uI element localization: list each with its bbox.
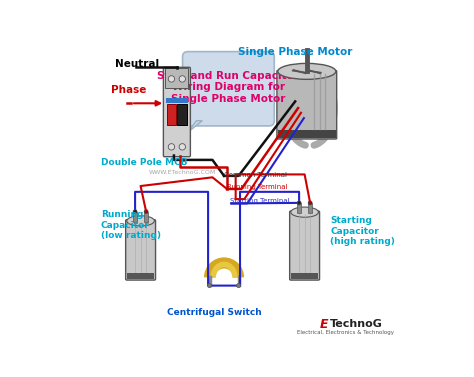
FancyBboxPatch shape (182, 52, 274, 126)
Text: E: E (320, 318, 328, 331)
Circle shape (308, 201, 312, 205)
Text: Starting Terminal: Starting Terminal (230, 198, 290, 204)
Text: Start and Run Capacitor
Wiring Diagram for
Single Phase Motor: Start and Run Capacitor Wiring Diagram f… (157, 71, 300, 104)
FancyBboxPatch shape (164, 67, 191, 157)
Bar (128, 273, 154, 279)
Circle shape (208, 284, 211, 288)
Circle shape (144, 210, 148, 214)
Text: Common Terminal: Common Terminal (224, 172, 287, 178)
Text: Running
Capacitor
(low rating): Running Capacitor (low rating) (100, 210, 161, 240)
Circle shape (237, 284, 241, 288)
Text: Double Pole MCB: Double Pole MCB (100, 158, 187, 167)
Bar (144, 211, 148, 222)
Circle shape (179, 76, 185, 82)
Circle shape (179, 144, 185, 150)
FancyBboxPatch shape (277, 70, 337, 139)
Text: Phase: Phase (111, 85, 146, 95)
Bar (133, 211, 137, 222)
Ellipse shape (127, 216, 155, 226)
Bar (308, 203, 312, 213)
Text: Starting
Capacitor
(high rating): Starting Capacitor (high rating) (330, 216, 395, 246)
Text: Single Phase Motor: Single Phase Motor (238, 48, 352, 58)
Ellipse shape (278, 63, 336, 79)
Ellipse shape (291, 207, 319, 217)
Bar (278, 130, 336, 138)
Bar (177, 104, 187, 125)
Text: Electrical, Electronics & Technology: Electrical, Electronics & Technology (298, 329, 394, 334)
Bar (166, 98, 188, 103)
Bar (167, 104, 176, 125)
Circle shape (297, 201, 301, 205)
Text: Neutral: Neutral (115, 59, 159, 69)
Circle shape (133, 210, 137, 214)
Circle shape (168, 76, 174, 82)
Text: TechnoG: TechnoG (330, 319, 383, 329)
FancyBboxPatch shape (290, 211, 319, 280)
Circle shape (168, 144, 174, 150)
Bar (165, 69, 188, 87)
Text: Running Terminal: Running Terminal (227, 184, 287, 190)
Text: WWW.ETechnoG.COM: WWW.ETechnoG.COM (148, 170, 216, 175)
Bar (297, 203, 301, 213)
Polygon shape (188, 121, 202, 132)
Bar (292, 273, 318, 279)
FancyBboxPatch shape (126, 220, 155, 280)
Text: Centrifugal Switch: Centrifugal Switch (166, 308, 261, 317)
